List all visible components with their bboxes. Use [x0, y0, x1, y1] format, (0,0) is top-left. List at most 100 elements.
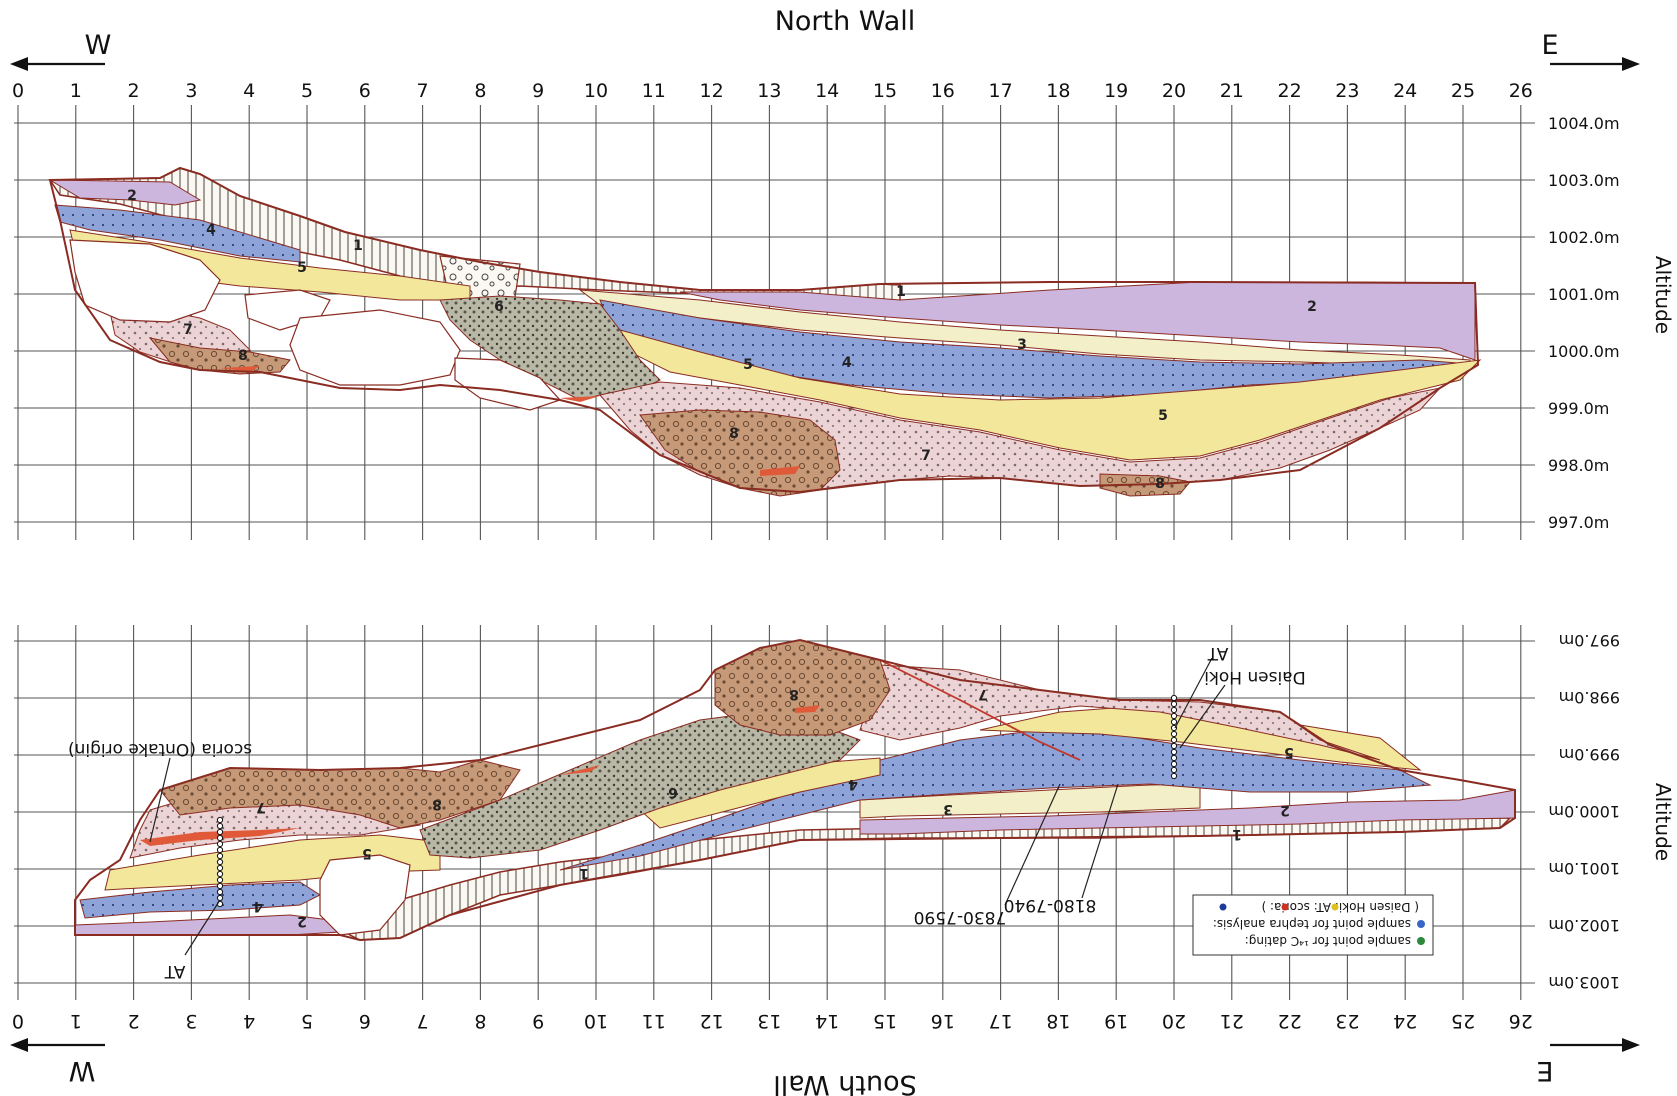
south-x-tick-label: 2: [128, 1010, 140, 1032]
south-layer-5-west: [104, 834, 441, 891]
sample-point-marker-icon: [1170, 754, 1178, 762]
south-x-tick-label: 14: [815, 1010, 839, 1032]
south-altitude-side-label: Altitude: [1651, 783, 1675, 861]
south-x-tick-label: 10: [584, 1010, 608, 1032]
date-annotation-2: 8180-7940: [1004, 895, 1097, 915]
at-east-annotation: AT: [1207, 643, 1228, 663]
south-x-tick-label: 23: [1335, 1010, 1359, 1032]
south-x-tick-label: 6: [359, 1010, 371, 1032]
north-layer-number: 7: [183, 322, 193, 338]
north-x-tick-label: 1: [70, 80, 82, 102]
south-layer-number: 2: [297, 913, 307, 929]
north-altitude-label: 1004.0m: [1548, 114, 1620, 133]
south-x-tick-label: 19: [1104, 1010, 1128, 1032]
north-east-label: E: [1541, 30, 1558, 61]
south-layer-number: 1: [1232, 826, 1242, 842]
legend-scoria-marker-icon: [1219, 903, 1227, 911]
sample-point-marker-icon: [1170, 736, 1178, 744]
south-east-arrow-icon: [1550, 1038, 1640, 1052]
south-x-tick-label: 25: [1451, 1010, 1475, 1032]
sample-point-marker-icon: [216, 816, 224, 824]
south-x-tick-label: 4: [243, 1010, 255, 1032]
north-altitude-label: 998.0m: [1548, 456, 1609, 475]
south-layer-number: 1: [579, 865, 589, 881]
south-x-tick-label: 11: [642, 1010, 666, 1032]
north-layer-number: 5: [1158, 408, 1168, 424]
legend-tephra-types: ( Daisen Hoki: AT: scoria: ): [1262, 900, 1419, 914]
north-x-tick-label: 16: [931, 80, 955, 102]
north-layer-number: 4: [842, 355, 852, 371]
south-layer-number: 2: [1280, 802, 1290, 818]
north-layer-number: 8: [1155, 476, 1165, 492]
south-wall-section: [74, 638, 1516, 956]
south-x-tick-label: 16: [931, 1010, 955, 1032]
legend-c14-marker-icon: [1417, 937, 1425, 945]
sample-point-marker-icon: [216, 870, 224, 878]
south-section-outline: [74, 638, 1516, 942]
south-altitude-label: 1002.0m: [1548, 916, 1620, 935]
sample-point-marker-icon: [1170, 706, 1178, 714]
south-red-bands: [140, 705, 820, 846]
south-layer-number: 6: [668, 784, 678, 800]
sample-point-marker-icon: [216, 846, 224, 854]
north-x-tick-label: 2: [128, 80, 140, 102]
north-x-tick-label: 9: [532, 80, 544, 102]
legend-box: sample point for ¹⁴C dating: sample poin…: [1192, 894, 1434, 956]
date1-leader: [1004, 783, 1061, 906]
north-cavity-1: [69, 239, 221, 323]
north-layer-2-east: [679, 281, 1476, 361]
north-x-tick-label: 7: [417, 80, 429, 102]
north-altitude-label: 1001.0m: [1548, 285, 1620, 304]
north-layer-number: 2: [127, 188, 137, 204]
north-x-tick-label: 14: [815, 80, 839, 102]
sample-point-marker-icon: [1170, 700, 1178, 708]
north-layer-number: 1: [353, 238, 363, 254]
north-layer-number: 7: [921, 448, 931, 464]
north-x-tick-label: 8: [474, 80, 486, 102]
south-x-tick-label: 22: [1278, 1010, 1302, 1032]
south-layer-number: 7: [978, 686, 988, 702]
north-west-label: W: [85, 30, 112, 61]
south-x-tick-label: 1: [70, 1010, 82, 1032]
south-x-tick-label: 17: [989, 1010, 1013, 1032]
north-layer-number: 1: [896, 284, 906, 300]
north-layer-5-east: [619, 329, 1482, 461]
north-west-arrow-icon: [10, 57, 105, 71]
sample-point-marker-icon: [1170, 718, 1178, 726]
sample-point-marker-icon: [216, 828, 224, 836]
south-layer-number: 5: [1284, 744, 1294, 760]
north-wall-section: [48, 166, 1482, 497]
south-fault-line: [879, 659, 1081, 761]
at-west-annotation: AT: [164, 961, 185, 981]
scoria-leader: [149, 757, 171, 843]
daisen-hoki-annotation: Daisen Hoki: [1204, 667, 1305, 687]
legend-daisen-marker-icon: [1331, 903, 1339, 911]
sample-point-marker-icon: [1170, 748, 1178, 756]
sample-point-marker-icon: [1170, 766, 1178, 774]
north-layer-number: 4: [206, 222, 216, 238]
sample-point-marker-icon: [216, 882, 224, 890]
sample-point-marker-icon: [1170, 760, 1178, 768]
north-layer-number: 3: [1017, 337, 1027, 353]
sample-point-marker-icon: [216, 858, 224, 866]
north-layer-number: 5: [743, 357, 753, 373]
sample-point-marker-icon: [216, 840, 224, 848]
at-west-leader: [184, 899, 221, 956]
north-x-tick-label: 10: [584, 80, 608, 102]
south-layer-6: [419, 711, 861, 859]
daisen-leader: [1179, 684, 1226, 749]
north-x-tick-label: 17: [989, 80, 1013, 102]
sample-point-marker-icon: [216, 894, 224, 902]
south-x-tick-label: 5: [301, 1010, 313, 1032]
north-x-tick-label: 19: [1104, 80, 1128, 102]
south-x-tick-label: 18: [1046, 1010, 1070, 1032]
north-x-tick-label: 11: [642, 80, 666, 102]
south-x-tick-label: 8: [474, 1010, 486, 1032]
north-x-tick-label: 3: [185, 80, 197, 102]
sample-point-marker-icon: [1170, 772, 1178, 780]
sample-point-marker-icon: [216, 876, 224, 884]
north-x-tick-label: 6: [359, 80, 371, 102]
south-x-tick-label: 13: [757, 1010, 781, 1032]
south-altitude-label: 1000.0m: [1548, 802, 1620, 821]
